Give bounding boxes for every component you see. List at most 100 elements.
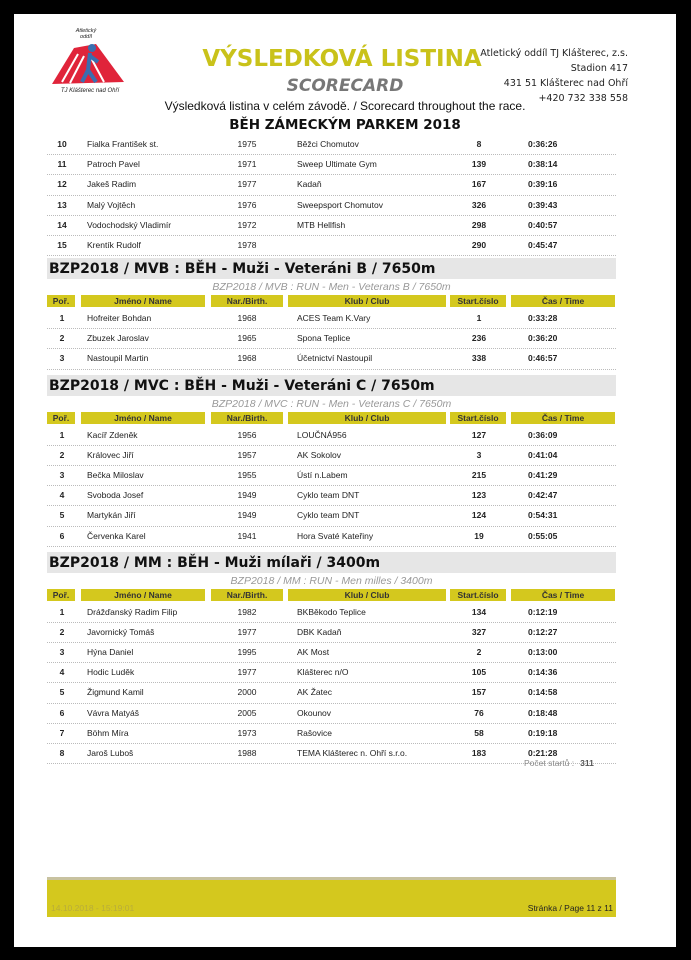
page-title: VÝSLEDKOVÁ LISTINA	[202, 46, 482, 72]
cell-start-number: 124	[471, 510, 487, 521]
cell-time: 0:12:19	[528, 606, 558, 617]
cell-start-number: 1	[476, 313, 482, 323]
cell-birth-year: 1973	[237, 727, 257, 738]
cell-start-number: 134	[471, 606, 487, 617]
cell-name: Hofreiter Bohdan	[87, 313, 152, 323]
cell-time: 0:55:05	[528, 530, 558, 541]
start-count-value: 311	[580, 758, 594, 768]
cell-start-number: 76	[474, 707, 484, 718]
column-header-start-number: Start.číslo	[450, 295, 506, 307]
cell-position: 3	[59, 469, 65, 480]
scorecard-page: Atletický oddíl TJ Klášterec nad Ohří VÝ…	[14, 14, 676, 947]
club-address: Atletický oddíl TJ Klášterec, z.s. Stadi…	[480, 46, 628, 106]
cell-club: Kadaň	[297, 179, 322, 190]
cell-start-number: 183	[471, 748, 487, 758]
cell-position: 2	[59, 449, 65, 460]
cell-club: DBK Kadaň	[297, 626, 342, 637]
cell-time: 0:39:16	[528, 179, 558, 190]
table-row: 1 Drážďanský Radim Filip 1982 BKBěkodo Tepl…	[47, 603, 616, 623]
cell-birth-year: 1968	[237, 313, 257, 323]
table-row: 6 Červenka Karel 1941 Hora Svaté Kateřiny 19…	[47, 527, 616, 547]
cell-club: MTB Hellfish	[297, 219, 346, 230]
table-row: 4 Hodic Luděk 1977 Klášterec n/O 105 0:14:36	[47, 663, 616, 684]
results-sections: BZP2018 / MVB : BĚH - Muži - Veteráni B …	[47, 253, 616, 765]
cell-name: Jakeš Radim	[87, 179, 137, 190]
cell-start-number: 215	[471, 469, 487, 480]
cell-start-number: 338	[471, 353, 487, 364]
cell-club: BKBěkodo Teplice	[297, 606, 366, 617]
column-header-name: Jméno / Name	[81, 588, 205, 601]
cell-position: 6	[59, 530, 65, 541]
cell-club: Okounov	[297, 707, 332, 718]
cell-position: 4	[59, 490, 65, 501]
cell-birth-year: 1971	[237, 159, 257, 170]
cell-start-number: 236	[471, 333, 487, 344]
cell-name: Drážďanský Radim Filip	[87, 606, 178, 617]
cell-name: Kacíř Zdeněk	[87, 429, 138, 440]
cell-name: Fialka František st.	[87, 139, 159, 149]
column-header-birth-year: Nar./Birth.	[211, 588, 283, 601]
result-section: BZP2018 / MVC : BĚH - Muži - Veteráni C …	[47, 374, 616, 547]
cell-time: 0:46:57	[528, 353, 558, 364]
table-row: 3 Bečka Miloslav 1955 Ústí n.Labem 215 0:41:2…	[47, 466, 616, 487]
cell-name: Böhm Míra	[87, 727, 129, 738]
cell-position: 4	[59, 667, 65, 678]
cell-birth-year: 1982	[237, 606, 257, 617]
cell-birth-year: 1968	[237, 353, 257, 364]
cell-birth-year: 2000	[237, 687, 257, 698]
column-header-position: Poř.	[47, 295, 75, 307]
cell-birth-year: 1995	[237, 647, 257, 658]
cell-start-number: 139	[471, 159, 487, 170]
cell-time: 0:41:04	[528, 449, 558, 460]
footer-bar: 14.10.2018 - 15:19:01 Stránka / Page 11 …	[47, 877, 616, 917]
cell-start-number: 2	[476, 647, 482, 658]
cell-birth-year: 1941	[237, 530, 257, 541]
cell-position: 6	[59, 707, 65, 718]
table-header: Poř. Jméno / Name Nar./Birth. Klub / Club St…	[47, 411, 616, 426]
cell-position: 3	[59, 353, 65, 364]
column-header-name: Jméno / Name	[81, 411, 205, 424]
section-title: BZP2018 / MM : BĚH - Muži mílaři / 3400m	[47, 551, 616, 573]
svg-text:TJ Klášterec nad Ohří: TJ Klášterec nad Ohří	[61, 88, 121, 94]
column-header-birth-year: Nar./Birth.	[211, 295, 283, 307]
cell-time: 0:41:29	[528, 469, 558, 480]
cell-name: Královec Jiří	[87, 449, 134, 460]
cell-position: 1	[59, 606, 65, 617]
cell-birth-year: 1956	[237, 429, 257, 440]
table-row: 4 Svoboda Josef 1949 Cyklo team DNT 123 0:42:…	[47, 486, 616, 507]
result-section: BZP2018 / MM : BĚH - Muži mílaři / 3400m…	[47, 551, 616, 765]
table-row: 7 Böhm Míra 1973 Rašovice 58 0:19:18	[47, 724, 616, 744]
cell-club: Účetnictví Nastoupil	[297, 353, 373, 364]
cell-birth-year: 1949	[237, 490, 257, 501]
cell-club: Běžci Chomutov	[297, 139, 359, 149]
cell-club: TEMA Klášterec n. Ohří s.r.o.	[297, 748, 408, 758]
table-row: 10 Fialka František st. 1975 Běžci Chomutov…	[47, 135, 616, 156]
table-row: 13 Malý Vojtěch 1976 Sweepsport Chomutov 326…	[47, 196, 616, 216]
section-subtitle: BZP2018 / MVB : RUN - Men - Veterans B /…	[212, 281, 451, 293]
cell-time: 0:21:28	[528, 748, 558, 758]
cell-birth-year: 1988	[237, 748, 257, 758]
cell-time: 0:13:00	[528, 647, 558, 658]
table-row: 1 Kacíř Zdeněk 1956 LOUČNÁ956 127 0:36:09	[47, 426, 616, 446]
address-line: 431 51 Klášterec nad Ohří	[503, 78, 628, 89]
cell-start-number: 157	[471, 687, 487, 698]
cell-time: 0:12:27	[528, 626, 558, 637]
cell-club: Cyklo team DNT	[297, 490, 360, 501]
cell-name: Patroch Pavel	[87, 159, 140, 170]
column-header-start-number: Start.číslo	[450, 411, 506, 424]
cell-time: 0:38:14	[528, 159, 558, 170]
start-count: Počet startů : 311	[524, 758, 594, 768]
table-row: 3 Hýna Daniel 1995 AK Most 2 0:13:00	[47, 643, 616, 664]
cell-club: Sweep Ultimate Gym	[297, 159, 377, 170]
cell-name: Zbuzek Jaroslav	[87, 333, 149, 344]
cell-name: Krentík Rudolf	[87, 239, 141, 250]
cell-time: 0:18:48	[528, 707, 558, 718]
cell-position: 12	[57, 179, 67, 190]
cell-time: 0:19:18	[528, 727, 558, 738]
table-row: 2 Zbuzek Jaroslav 1965 Spona Teplice 236 0:36…	[47, 329, 616, 350]
cell-start-number: 19	[474, 530, 484, 541]
cell-position: 15	[57, 239, 67, 250]
cell-club: Klášterec n/O	[297, 667, 349, 678]
cell-time: 0:42:47	[528, 490, 558, 501]
cell-start-number: 290	[471, 239, 487, 250]
